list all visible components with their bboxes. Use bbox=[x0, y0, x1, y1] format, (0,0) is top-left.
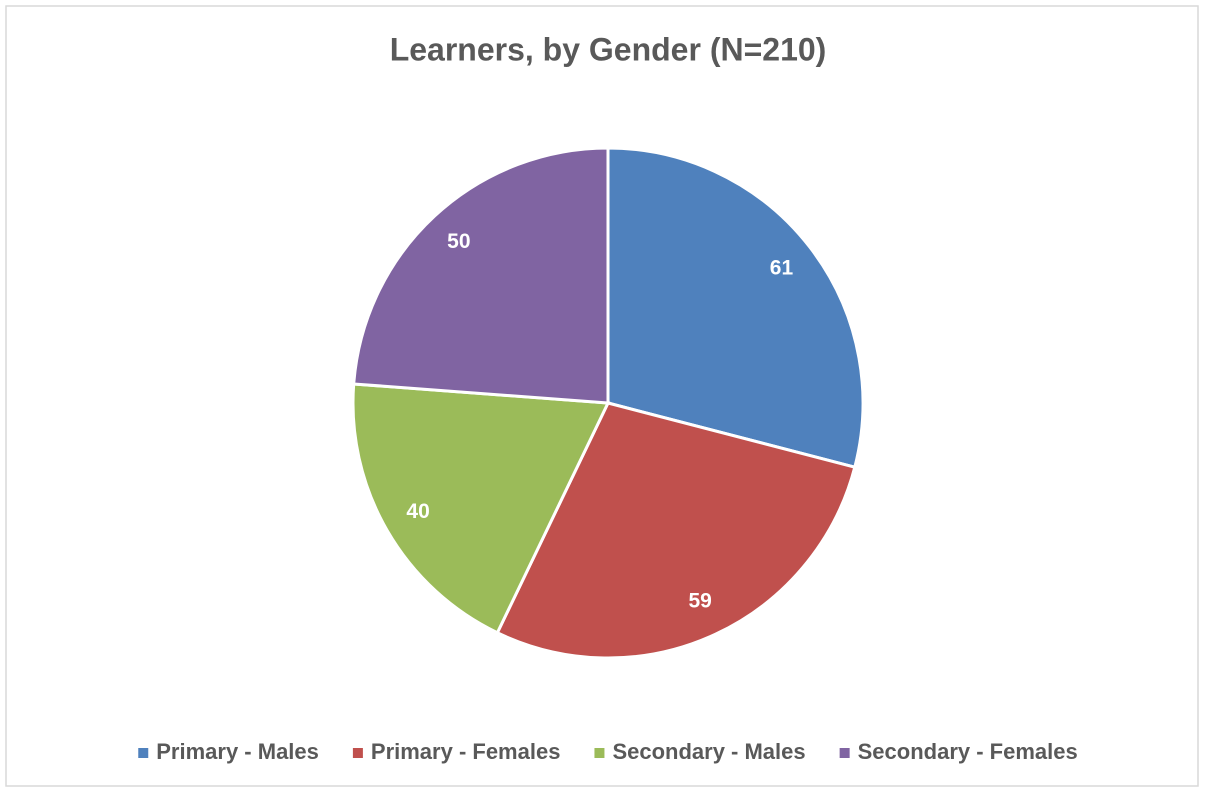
pie-slice bbox=[495, 401, 857, 660]
pie-slice bbox=[351, 382, 611, 635]
legend-swatch bbox=[839, 748, 850, 758]
legend-label: Primary - Females bbox=[371, 739, 561, 764]
data-label: 59 bbox=[689, 590, 712, 613]
legend-label: Secondary - Females bbox=[858, 739, 1078, 764]
pie-slice bbox=[352, 146, 610, 405]
legend-swatch bbox=[138, 748, 149, 758]
legend-swatch bbox=[594, 748, 605, 758]
data-label: 61 bbox=[770, 256, 794, 279]
data-label: 40 bbox=[406, 500, 429, 523]
legend-label: Primary - Males bbox=[156, 739, 319, 764]
pie-slice bbox=[606, 146, 865, 469]
legend-label: Secondary - Males bbox=[612, 739, 805, 764]
data-label: 50 bbox=[447, 230, 470, 253]
legend-swatch bbox=[352, 748, 363, 758]
chart-title: Learners, by Gender (N=210) bbox=[390, 31, 827, 67]
